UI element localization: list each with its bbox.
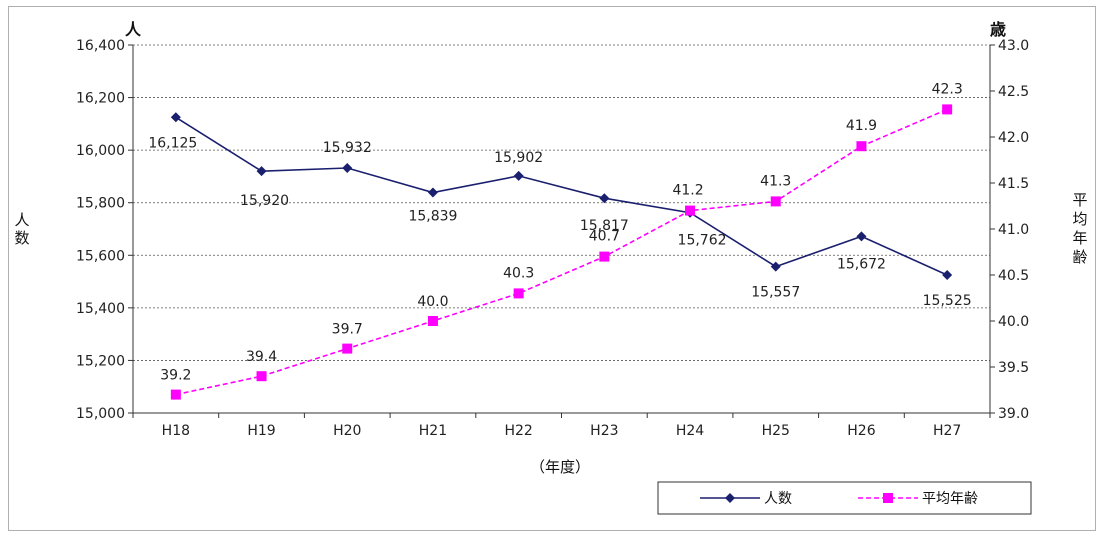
data-point-square xyxy=(342,343,353,354)
data-label: 39.7 xyxy=(332,322,363,338)
data-point-diamond xyxy=(342,163,353,174)
right-tick-label: 39.0 xyxy=(998,406,1029,422)
right-axis-label-char: 齢 xyxy=(1072,248,1087,266)
data-label: 15,525 xyxy=(923,293,972,309)
data-label: 15,839 xyxy=(408,208,457,224)
data-label: 41.2 xyxy=(672,183,703,199)
data-label: 39.2 xyxy=(160,368,191,384)
right-tick-label: 41.5 xyxy=(998,176,1029,192)
data-point-square xyxy=(170,389,181,400)
right-tick-label: 43.0 xyxy=(998,38,1029,54)
data-label: 15,902 xyxy=(494,150,543,166)
right-axis-label-char: 年 xyxy=(1072,229,1087,247)
left-axis-unit: 人 xyxy=(125,20,142,39)
data-label: 16,125 xyxy=(148,135,197,151)
x-tick-label: H20 xyxy=(333,423,361,439)
data-label: 41.3 xyxy=(760,173,791,189)
right-tick-label: 39.5 xyxy=(998,360,1029,376)
x-tick-label: H23 xyxy=(590,423,618,439)
data-label: 15,672 xyxy=(837,256,886,272)
left-tick-label: 15,000 xyxy=(76,406,125,422)
right-tick-label: 40.5 xyxy=(998,268,1029,284)
chart-frame xyxy=(8,6,1096,531)
left-axis-label-char: 数 xyxy=(14,229,29,247)
x-tick-label: H18 xyxy=(162,423,190,439)
data-point-diamond xyxy=(427,187,438,198)
x-tick-label: H22 xyxy=(504,423,532,439)
right-tick-label: 42.0 xyxy=(998,130,1029,146)
data-point-diamond xyxy=(256,166,267,177)
data-label: 15,932 xyxy=(323,140,372,156)
data-point-square xyxy=(427,316,438,326)
right-axis-label-char: 均 xyxy=(1072,210,1087,228)
x-tick-label: H24 xyxy=(676,423,704,439)
series-line-1 xyxy=(175,116,948,276)
data-point-square xyxy=(942,104,953,115)
data-point-diamond xyxy=(599,193,610,204)
x-tick-label: H26 xyxy=(847,423,875,439)
data-label: 15,557 xyxy=(751,285,800,301)
right-tick-label: 41.0 xyxy=(998,222,1029,238)
data-point-diamond xyxy=(942,270,953,280)
data-label: 40.7 xyxy=(589,229,620,245)
series-line-2 xyxy=(175,108,948,396)
data-label: 40.3 xyxy=(503,265,534,281)
left-tick-label: 15,400 xyxy=(76,301,125,317)
data-label: 41.9 xyxy=(846,118,877,134)
x-tick-label: H25 xyxy=(762,423,790,439)
data-point-square xyxy=(856,141,867,152)
data-point-diamond xyxy=(170,112,181,123)
x-tick-label: H19 xyxy=(247,423,275,439)
left-tick-label: 16,200 xyxy=(76,91,125,107)
x-tick-label: H21 xyxy=(419,423,447,439)
data-label: 39.4 xyxy=(246,349,277,365)
legend-marker-square xyxy=(883,493,893,503)
data-label: 15,762 xyxy=(678,233,727,249)
left-axis-label-char: 人 xyxy=(14,211,29,229)
data-label: 40.0 xyxy=(417,294,448,310)
data-point-square xyxy=(513,288,524,299)
x-axis-label: （年度） xyxy=(530,458,590,476)
plot-area xyxy=(133,45,990,413)
right-axis-label-char: 平 xyxy=(1072,191,1087,209)
data-point-diamond xyxy=(856,231,867,242)
legend-marker-diamond xyxy=(725,493,735,503)
right-axis-unit: 歳 xyxy=(990,20,1006,39)
data-point-square xyxy=(770,196,781,207)
right-tick-label: 40.0 xyxy=(998,314,1029,330)
left-tick-label: 15,600 xyxy=(76,248,125,264)
legend-label: 平均年齢 xyxy=(922,491,978,507)
data-label: 42.3 xyxy=(932,81,963,97)
data-point-diamond xyxy=(770,261,781,272)
data-point-square xyxy=(599,251,610,262)
left-tick-label: 16,400 xyxy=(76,38,125,54)
x-tick-label: H27 xyxy=(933,423,961,439)
left-tick-label: 16,000 xyxy=(76,143,125,159)
data-label: 15,920 xyxy=(240,193,289,209)
data-label: 15,817 xyxy=(580,218,629,234)
data-point-square xyxy=(256,371,267,382)
right-tick-label: 42.5 xyxy=(998,84,1029,100)
left-tick-label: 15,200 xyxy=(76,353,125,369)
legend-label: 人数 xyxy=(764,491,792,507)
data-point-diamond xyxy=(513,170,524,181)
left-tick-label: 15,800 xyxy=(76,196,125,212)
data-point-square xyxy=(685,205,696,216)
